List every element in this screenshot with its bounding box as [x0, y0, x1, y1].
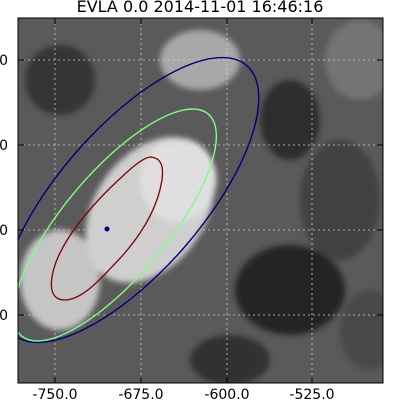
- contour-middle: [18, 108, 218, 342]
- tick-marks: [18, 18, 383, 383]
- grid-lines: [18, 18, 383, 383]
- chart-title: EVLA 0.0 2014-11-01 16:46:16: [77, 0, 324, 16]
- x-tick-label: -525.0: [289, 387, 334, 400]
- x-tick-label: -600.0: [204, 387, 249, 400]
- heatmap-image: [18, 18, 383, 383]
- y-tick-label: 0: [0, 223, 8, 239]
- y-tick-label: 0: [0, 308, 8, 324]
- x-tick-label: -675.0: [118, 387, 163, 400]
- contour-inner: [50, 156, 164, 301]
- y-tick-label: 0: [0, 53, 8, 69]
- contours: [18, 56, 260, 344]
- source-marker: [104, 226, 110, 232]
- y-tick-label: 0: [0, 138, 8, 154]
- contour-outer: [18, 56, 260, 344]
- axes-frame: [17, 17, 384, 384]
- x-tick-label: -750.0: [32, 387, 77, 400]
